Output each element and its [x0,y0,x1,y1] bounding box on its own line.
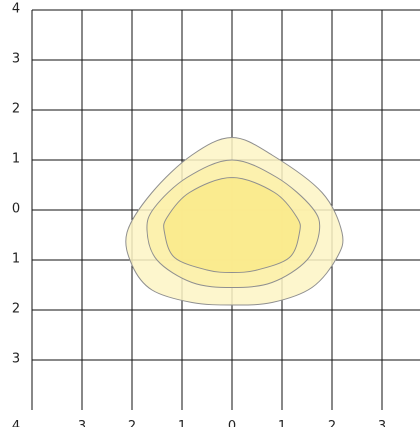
x-tick-label: 0 [228,419,236,427]
y-tick-label: 2 [12,302,20,317]
y-tick-label: 3 [12,52,20,67]
x-tick-label: 1 [278,419,286,427]
y-tick-label: 1 [12,152,20,167]
label-layer: 4 3 2 1 0 1 2 3 4 3 2 1 0 1 2 3 [12,2,386,427]
x-tick-label: 3 [78,419,86,427]
x-tick-label: 2 [328,419,336,427]
y-tick-label: 2 [12,102,20,117]
y-tick-label: 1 [12,252,20,267]
y-tick-label: 3 [12,352,20,367]
y-tick-label: 4 [12,2,20,17]
contour-layer [125,136,344,306]
x-tick-label: 1 [178,419,186,427]
x-tick-label: 3 [378,419,386,427]
x-tick-label: 2 [128,419,136,427]
contour-level-3 [163,176,301,273]
x-tick-label: 4 [12,419,20,427]
y-tick-label: 0 [12,202,20,217]
